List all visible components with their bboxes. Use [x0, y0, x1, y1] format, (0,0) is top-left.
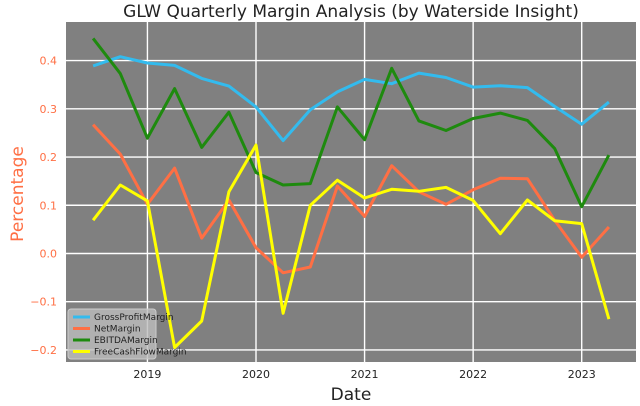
- series-line-net-margin: [91, 123, 611, 275]
- legend-label: FreeCashFlowMargin: [94, 348, 187, 358]
- legend-label: NetMargin: [94, 325, 141, 335]
- series-line-ebitdamargin: [91, 37, 611, 209]
- x-axis-label: Date: [331, 385, 372, 405]
- x-tick-label: 2022: [459, 368, 487, 381]
- x-tick-label: 2019: [133, 368, 161, 381]
- y-tick-label: 0.1: [40, 199, 58, 212]
- x-tick-label: 2020: [242, 368, 270, 381]
- y-tick-label: 0.0: [40, 247, 58, 260]
- legend-label: GrossProfitMargin: [94, 313, 174, 323]
- x-axis-ticks: 2019 2020 2021 2022 2023: [133, 368, 595, 381]
- y-tick-label: −0.2: [30, 344, 57, 357]
- plot-area: [66, 22, 636, 362]
- chart-title: GLW Quarterly Margin Analysis (by Waters…: [123, 2, 579, 22]
- legend-box: [67, 308, 157, 360]
- gridlines: [66, 22, 636, 362]
- y-tick-label: 0.3: [40, 103, 58, 116]
- legend-label: EBITDAMargin: [94, 336, 158, 346]
- y-axis-label: Percentage: [8, 146, 28, 242]
- y-axis-ticks: 0.4 0.3 0.2 0.1 0.0 −0.1 −0.2: [30, 55, 57, 357]
- y-tick-label: −0.1: [30, 296, 57, 309]
- series-line-gross-profit-margin: [92, 55, 610, 143]
- series-lines: [91, 37, 611, 349]
- x-tick-label: 2021: [351, 368, 379, 381]
- series-line-free-cash-flow-margin: [91, 143, 611, 349]
- y-tick-label: 0.4: [40, 55, 58, 68]
- y-tick-label: 0.2: [40, 151, 58, 164]
- x-tick-label: 2023: [568, 368, 596, 381]
